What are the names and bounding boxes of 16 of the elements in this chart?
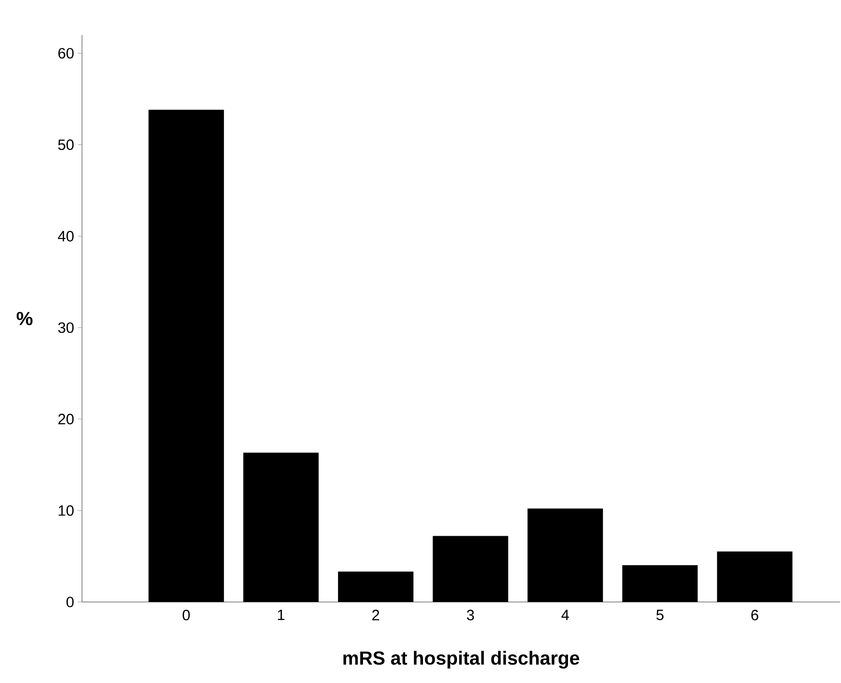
x-tick-label: 4 [561,610,569,620]
x-tick-label: 2 [372,610,380,620]
y-tick-label: 60 [58,48,74,59]
y-tick-label: 30 [58,322,74,333]
y-axis-title: % [16,312,33,326]
x-tick-label: 1 [278,610,284,620]
x-tick-label: 5 [656,610,664,620]
y-tick-label: 50 [58,139,74,150]
x-axis-title: mRS at hospital discharge [343,650,580,669]
y-tick-label: 40 [58,230,74,242]
x-tick-label: 3 [466,610,474,620]
y-tick-label: 20 [58,414,74,424]
y-tick-label: 0 [66,596,74,608]
y-tick-label: 10 [58,505,74,516]
x-tick-label: 0 [182,610,190,620]
x-tick-label: 6 [751,610,758,620]
